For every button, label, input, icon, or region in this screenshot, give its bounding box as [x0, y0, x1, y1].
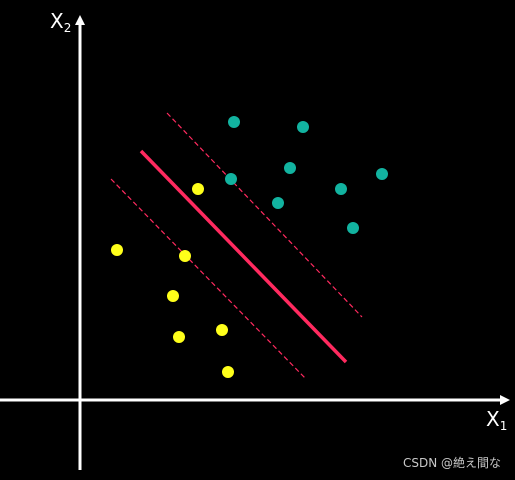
class-b-point-2: [297, 121, 309, 133]
class-a-points: [111, 183, 234, 378]
class-a-point-2: [192, 183, 204, 195]
axes: X2 X1: [0, 9, 510, 470]
class-b-point-4: [225, 173, 237, 185]
class-a-point-6: [216, 324, 228, 336]
class-b-point-8: [347, 222, 359, 234]
class-b-points: [225, 116, 388, 234]
class-b-point-3: [284, 162, 296, 174]
class-b-point-7: [272, 197, 284, 209]
class-b-point-6: [376, 168, 388, 180]
class-b-point-5: [335, 183, 347, 195]
y-axis-label-sub: 2: [64, 21, 72, 35]
class-a-point-4: [167, 290, 179, 302]
x-axis-label: X1: [486, 407, 507, 433]
y-axis-label: X2: [50, 9, 71, 35]
class-a-point-5: [173, 331, 185, 343]
svm-lines: [110, 112, 363, 379]
class-a-point-7: [222, 366, 234, 378]
x-axis-label-main: X: [486, 407, 500, 431]
class-a-point-1: [111, 244, 123, 256]
y-axis-label-main: X: [50, 9, 64, 33]
watermark: CSDN @絶え間な: [402, 456, 501, 470]
class-b-point-1: [228, 116, 240, 128]
decision-boundary: [139, 149, 348, 364]
margin-line-upper: [166, 112, 363, 318]
class-a-point-3: [179, 250, 191, 262]
margin-line-lower: [110, 178, 306, 379]
x-axis-label-sub: 1: [500, 419, 508, 433]
